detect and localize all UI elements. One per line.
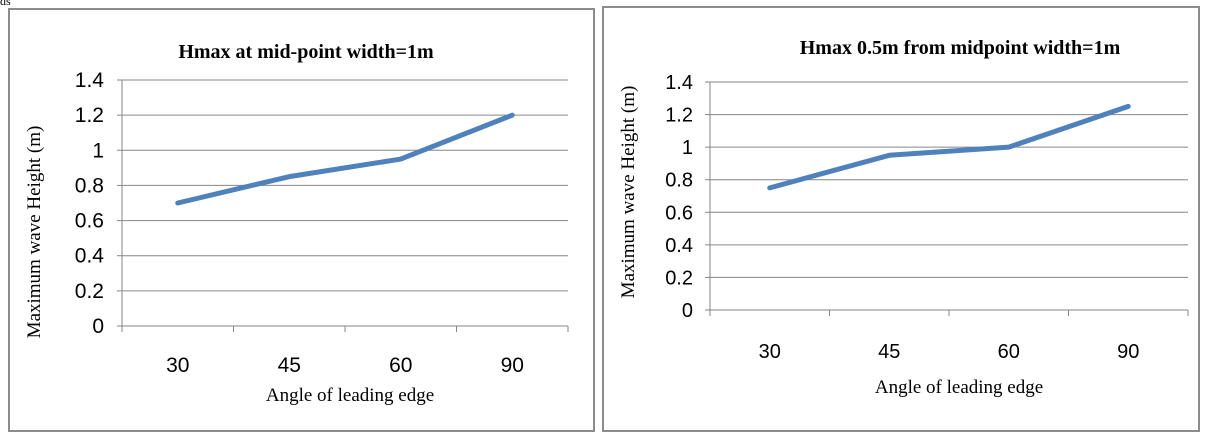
- chart-left: Hmax at mid-point width=1m 0 0.2 0.4 0.6 0.8…: [10, 10, 593, 430]
- y-tick-label: 1: [682, 137, 693, 159]
- y-tick-label: 0.2: [665, 267, 693, 289]
- y-tick-label: 0.6: [665, 202, 693, 224]
- y-tick-label: 0.8: [665, 170, 693, 192]
- x-tick-label: 30: [166, 354, 189, 377]
- y-axis: 0 0.2 0.4 0.6 0.8 1 1.2 1.4: [665, 72, 710, 322]
- y-tick-label: 1.2: [75, 104, 104, 127]
- x-tick-label: 90: [1117, 341, 1139, 363]
- x-axis: 30 45 60 90: [122, 326, 568, 377]
- chart-title: Hmax at mid-point width=1m: [178, 41, 434, 63]
- x-axis: 30 45 60 90: [710, 310, 1188, 363]
- y-tick-label: 0.4: [665, 235, 693, 257]
- x-axis-label: Angle of leading edge: [266, 385, 434, 406]
- chart-panel-right: Hmax 0.5m from midpoint width=1m 0 0.2 0.4…: [602, 6, 1200, 432]
- y-axis-label: Maximum wave Height (m): [618, 86, 639, 299]
- y-tick-label: 1.4: [75, 69, 105, 92]
- chart-panel-left: Hmax at mid-point width=1m 0 0.2 0.4 0.6 0.8…: [8, 8, 595, 432]
- chart-title: Hmax 0.5m from midpoint width=1m: [800, 37, 1121, 59]
- x-tick-label: 30: [759, 341, 781, 363]
- y-tick-label: 1: [92, 139, 104, 162]
- x-tick-label: 45: [878, 341, 900, 363]
- grid-lines: [710, 82, 1188, 310]
- x-tick-label: 60: [998, 341, 1020, 363]
- chart-right: Hmax 0.5m from midpoint width=1m 0 0.2 0.4…: [604, 8, 1198, 430]
- y-tick-label: 1.4: [665, 72, 693, 94]
- y-axis: 0 0.2 0.4 0.6 0.8 1 1.2 1.4: [75, 69, 122, 338]
- y-tick-label: 0.8: [75, 174, 104, 197]
- y-axis-label: Maximum wave Height (m): [24, 126, 45, 339]
- x-tick-label: 60: [389, 354, 412, 377]
- y-tick-label: 0.2: [75, 280, 104, 303]
- y-tick-label: 0.4: [75, 245, 105, 268]
- y-tick-label: 0: [682, 300, 693, 322]
- x-tick-label: 45: [278, 354, 301, 377]
- x-tick-label: 90: [501, 354, 524, 377]
- y-tick-label: 1.2: [665, 105, 693, 127]
- y-tick-label: 0.6: [75, 210, 104, 233]
- y-tick-label: 0: [92, 315, 104, 338]
- series-line: [178, 115, 513, 203]
- data-series: [178, 115, 513, 203]
- x-axis-label: Angle of leading edge: [875, 377, 1043, 398]
